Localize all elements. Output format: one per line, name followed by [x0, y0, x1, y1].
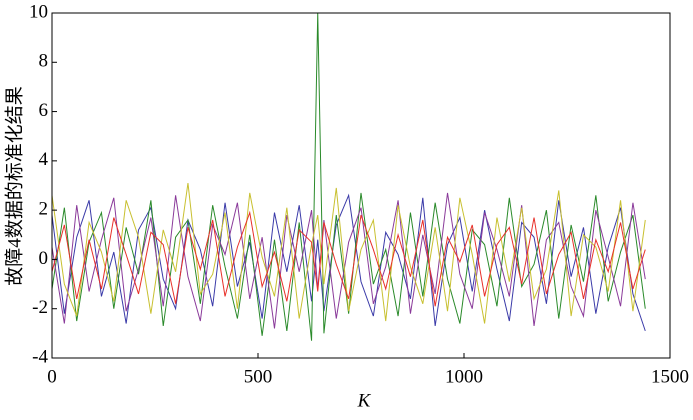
- series-line: [52, 210, 646, 307]
- plot-frame: [51, 12, 671, 359]
- series-line: [52, 182, 646, 324]
- y-tick-label: -4: [32, 346, 48, 367]
- x-tick-label: 1500: [651, 366, 689, 387]
- y-axis-label: 故障4数据的标准化结果: [3, 86, 25, 286]
- plot-lines: [52, 13, 646, 341]
- y-tick-label: 10: [29, 1, 48, 22]
- x-tick-label: 0: [47, 366, 57, 387]
- y-tick-label: 4: [39, 149, 49, 170]
- y-tick-label: 2: [39, 199, 49, 220]
- y-tick-label: -2: [32, 297, 48, 318]
- x-tick-label: 500: [244, 366, 273, 387]
- y-tick-label: 6: [39, 100, 49, 121]
- x-axis-label: K: [357, 390, 372, 411]
- y-tick-label: 8: [39, 51, 49, 72]
- x-tick-label: 1000: [445, 366, 483, 387]
- series-line: [52, 13, 646, 341]
- y-tick-label: 0: [39, 248, 49, 269]
